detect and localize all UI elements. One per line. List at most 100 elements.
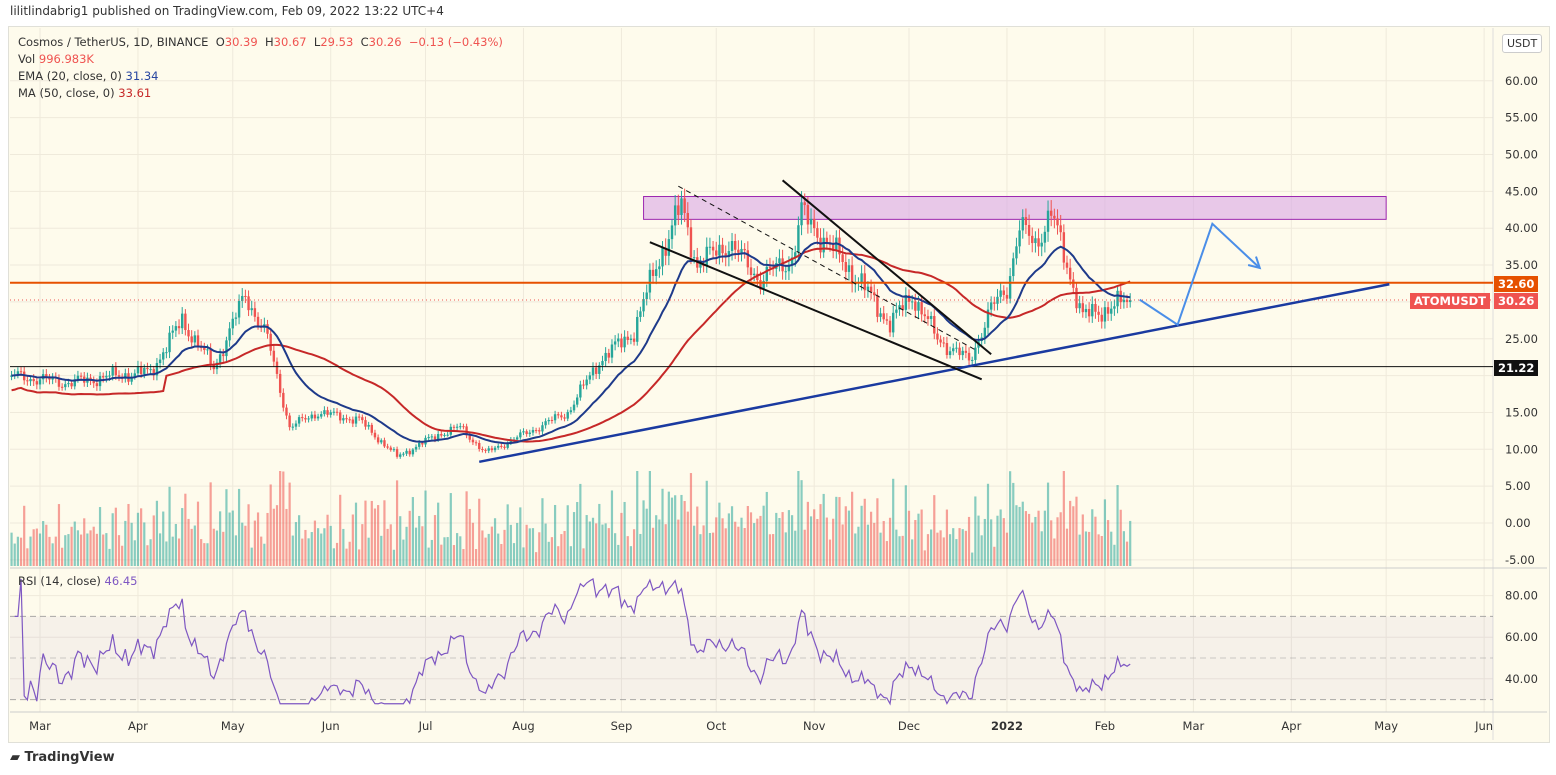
volume-bar — [876, 498, 879, 566]
rsi-band — [10, 616, 1493, 700]
candle-body — [519, 432, 522, 438]
volume-bar — [478, 498, 481, 566]
candle-body — [1056, 218, 1059, 226]
resistance-price-tag: 32.60 — [1494, 276, 1539, 292]
volume-bar — [677, 519, 680, 566]
volume-bar — [790, 515, 794, 566]
volume-bar — [408, 510, 411, 566]
candle-body — [572, 404, 576, 411]
volume-bar — [83, 518, 86, 566]
candle-body — [569, 410, 573, 413]
candle-body — [547, 419, 550, 422]
candle-body — [323, 410, 326, 415]
volume-bar — [1129, 520, 1132, 566]
volume-bar — [279, 471, 282, 566]
volume-bar — [898, 536, 901, 566]
volume-bar — [95, 533, 98, 566]
tradingview-logo[interactable]: ▰ TradingView — [10, 750, 115, 765]
volume-bar — [500, 543, 503, 566]
x-tick-label: Mar — [1183, 719, 1205, 733]
volume-bar — [784, 532, 787, 566]
volume-bar — [19, 537, 23, 566]
volume-bar — [522, 547, 525, 566]
volume-bar — [411, 497, 414, 566]
rsi-tick-label: 40.00 — [1505, 672, 1538, 686]
volume-bar — [231, 510, 234, 566]
candle-body — [253, 308, 257, 317]
candle-body — [797, 225, 800, 253]
symbol-title: Cosmos / TetherUS, 1D, BINANCE — [18, 35, 209, 49]
volume-bar — [1031, 522, 1034, 566]
candle-body — [873, 292, 876, 296]
volume-bar — [61, 547, 64, 566]
currency-button[interactable]: USDT — [1502, 34, 1543, 53]
candle-body — [421, 442, 424, 445]
volume-bar — [1113, 544, 1116, 566]
volume-bar — [1037, 510, 1040, 566]
candle-body — [591, 367, 595, 376]
logo-icon: ▰ — [10, 750, 25, 765]
candle-body — [721, 244, 724, 254]
candle-body — [418, 442, 421, 447]
volume-bar — [693, 525, 696, 566]
volume-bar — [1021, 501, 1024, 566]
candle-body — [948, 351, 952, 356]
volume-bar — [547, 541, 550, 566]
candle-body — [348, 419, 351, 421]
y-tick-label: 55.00 — [1505, 111, 1538, 125]
volume-bar — [512, 543, 516, 566]
candle-body — [1046, 210, 1050, 232]
candle-body — [892, 312, 895, 333]
candle-body — [67, 383, 70, 385]
volume-bar — [29, 536, 32, 566]
volume-bar — [1088, 531, 1091, 566]
candle-body — [1037, 238, 1040, 247]
volume-bar — [1125, 541, 1129, 566]
volume-bar — [803, 529, 806, 566]
y-tick-label: 5.00 — [1505, 479, 1531, 493]
volume-bar — [557, 546, 560, 566]
volume-bar — [418, 515, 421, 566]
chart-pane[interactable] — [8, 26, 1550, 743]
candle-body — [16, 371, 20, 375]
volume-bar — [699, 534, 702, 566]
candle-body — [310, 414, 313, 419]
candle-body — [942, 342, 945, 344]
volume-bar — [866, 524, 870, 566]
volume-bar — [1053, 538, 1056, 566]
volume-bar — [92, 526, 95, 566]
volume-bar — [942, 537, 945, 566]
volume-bar — [636, 471, 639, 566]
volume-bar — [936, 532, 939, 566]
candle-body — [929, 316, 933, 319]
volume-bar — [23, 505, 26, 566]
candle-body — [588, 375, 592, 380]
volume-bar — [1012, 482, 1015, 566]
volume-bar — [980, 535, 983, 566]
candle-body — [885, 319, 889, 321]
volume-bar — [888, 517, 892, 566]
volume-bar — [907, 510, 911, 566]
candle-body — [313, 414, 317, 419]
candle-body — [813, 218, 816, 229]
candle-body — [534, 430, 538, 432]
candle-body — [386, 446, 389, 448]
volume-bar — [364, 500, 367, 566]
candle-body — [967, 352, 971, 361]
volume-bar — [1119, 509, 1122, 566]
candle-body — [130, 376, 133, 382]
volume-bar — [288, 482, 291, 566]
candle-body — [765, 266, 768, 281]
candle-body — [481, 448, 484, 450]
volume-bar — [718, 502, 721, 566]
volume-bar — [535, 552, 538, 566]
candle-body — [64, 384, 67, 388]
volume-bar — [762, 505, 765, 566]
candle-body — [433, 436, 437, 440]
x-tick-label: Aug — [512, 719, 534, 733]
candle-body — [1024, 217, 1028, 226]
volume-bar — [222, 531, 225, 566]
candle-body — [19, 371, 23, 373]
volume-bar — [895, 529, 898, 566]
